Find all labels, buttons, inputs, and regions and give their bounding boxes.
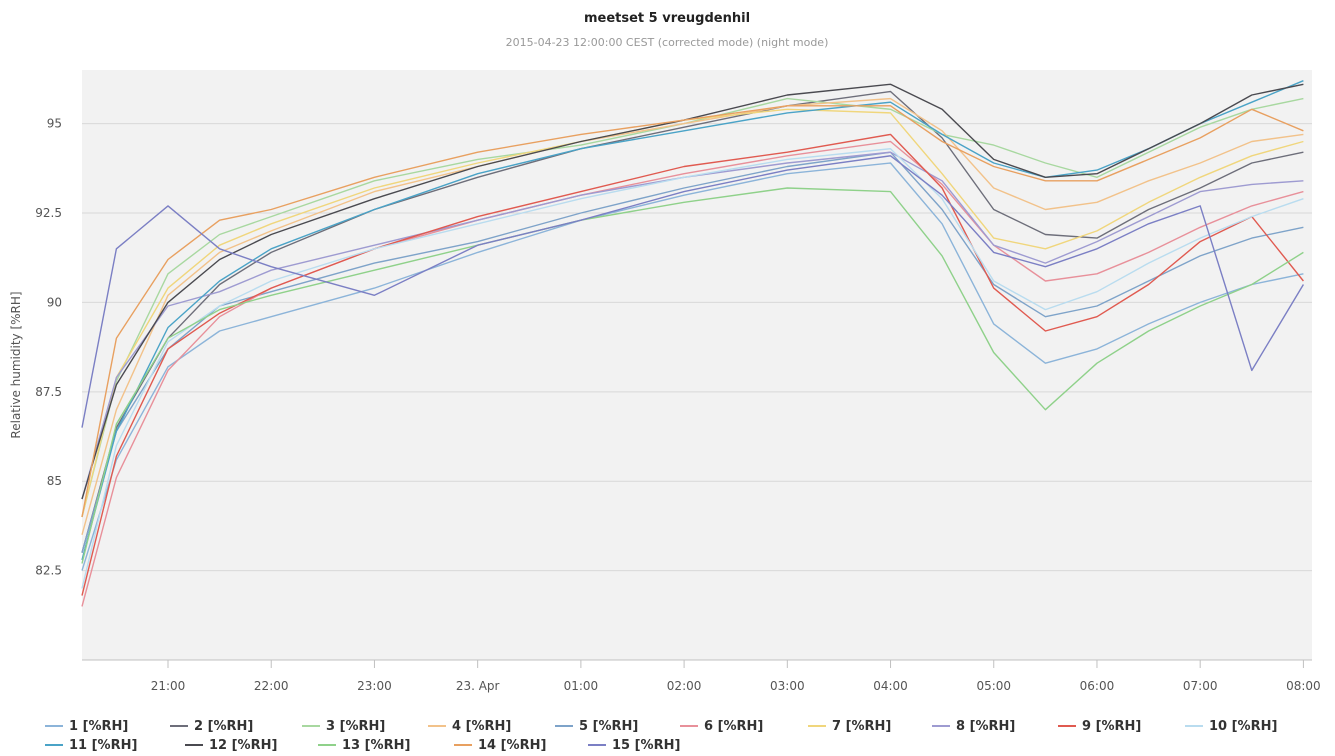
legend-label: 8 [%RH] [956, 718, 1016, 734]
y-tick-label: 90 [47, 295, 62, 309]
legend-swatch [454, 744, 472, 746]
series-line [81, 140, 1304, 607]
legend-swatch [45, 744, 63, 746]
x-tick-label: 07:00 [1183, 679, 1218, 693]
legend-item[interactable]: 4 [%RH] [428, 717, 511, 735]
chart-title: meetset 5 vreugdenhil [584, 11, 750, 26]
x-tick-label: 23:00 [357, 679, 392, 693]
legend-swatch [170, 725, 188, 727]
legend-label: 1 [%RH] [69, 718, 129, 734]
legend-item[interactable]: 12 [%RH] [185, 736, 277, 754]
legend-label: 4 [%RH] [452, 718, 512, 734]
legend-label: 2 [%RH] [194, 718, 254, 734]
series-line [81, 147, 1304, 589]
legend-label: 15 [%RH] [612, 737, 681, 753]
series-line [81, 108, 1304, 518]
series-lines [81, 80, 1305, 607]
legend-swatch [185, 744, 203, 746]
gridlines [82, 123, 1312, 572]
series-line [81, 187, 1304, 564]
y-tick-label: 82.5 [35, 564, 62, 578]
y-axis-label: Relative humidity [%RH] [9, 291, 23, 438]
series-line [81, 97, 1304, 518]
x-tick-label: 06:00 [1080, 679, 1115, 693]
x-tick-label: 04:00 [873, 679, 908, 693]
legend-row: 1 [%RH] 2 [%RH] 3 [%RH] 4 [%RH] 5 [%RH] 6 [%R… [0, 717, 1335, 735]
legend-item[interactable]: 13 [%RH] [318, 736, 410, 754]
legend-swatch [808, 725, 826, 727]
legend-item[interactable]: 6 [%RH] [680, 717, 763, 735]
chart-subtitle: 2015-04-23 12:00:00 CEST (corrected mode… [506, 36, 829, 49]
legend-label: 10 [%RH] [1209, 718, 1278, 734]
legend-label: 11 [%RH] [69, 737, 138, 753]
legend-item[interactable]: 2 [%RH] [170, 717, 253, 735]
legend-item[interactable]: 11 [%RH] [45, 736, 137, 754]
series-line [81, 162, 1304, 571]
legend-label: 5 [%RH] [579, 718, 639, 734]
legend-label: 3 [%RH] [326, 718, 386, 734]
legend-label: 6 [%RH] [704, 718, 764, 734]
legend-item[interactable]: 7 [%RH] [808, 717, 891, 735]
legend-item[interactable]: 15 [%RH] [588, 736, 680, 754]
legend-swatch [932, 725, 950, 727]
legend-item[interactable]: 1 [%RH] [45, 717, 128, 735]
legend-item[interactable]: 5 [%RH] [555, 717, 638, 735]
x-axis-ticks: 21:00 22:00 23:00 23. Apr 01:00 02:00 03:00 04:… [151, 660, 1321, 693]
legend-item[interactable]: 14 [%RH] [454, 736, 546, 754]
x-tick-label: 03:00 [770, 679, 805, 693]
legend-swatch [588, 744, 606, 746]
legend-item[interactable]: 10 [%RH] [1185, 717, 1277, 735]
x-tick-label: 05:00 [976, 679, 1011, 693]
legend-swatch [318, 744, 336, 746]
y-tick-label: 87.5 [35, 385, 62, 399]
series-line [81, 105, 1304, 518]
legend-label: 14 [%RH] [478, 737, 547, 753]
legend-swatch [555, 725, 573, 727]
legend-swatch [1185, 725, 1203, 727]
x-tick-label: 02:00 [667, 679, 702, 693]
series-line [81, 133, 1304, 596]
legend-swatch [302, 725, 320, 727]
y-tick-label: 92.5 [35, 206, 62, 220]
legend-item[interactable]: 8 [%RH] [932, 717, 1015, 735]
x-tick-label: 22:00 [254, 679, 289, 693]
legend-row: 11 [%RH] 12 [%RH] 13 [%RH] 14 [%RH] 15 [%RH] [0, 736, 1335, 754]
x-tick-label: 23. Apr [456, 679, 500, 693]
x-tick-label: 08:00 [1286, 679, 1321, 693]
legend-swatch [1058, 725, 1076, 727]
legend-label: 9 [%RH] [1082, 718, 1142, 734]
legend-item[interactable]: 3 [%RH] [302, 717, 385, 735]
y-tick-label: 85 [47, 474, 62, 488]
y-tick-label: 95 [47, 117, 62, 131]
legend-label: 12 [%RH] [209, 737, 278, 753]
x-tick-label: 21:00 [151, 679, 186, 693]
y-axis-ticks: 82.5 85 87.5 90 92.5 95 [35, 117, 62, 578]
legend-swatch [680, 725, 698, 727]
x-tick-label: 01:00 [564, 679, 599, 693]
series-line [81, 83, 1304, 500]
series-line [81, 155, 1305, 428]
legend-item[interactable]: 9 [%RH] [1058, 717, 1141, 735]
legend-label: 7 [%RH] [832, 718, 892, 734]
legend-swatch [428, 725, 446, 727]
legend-label: 13 [%RH] [342, 737, 411, 753]
legend-swatch [45, 725, 63, 727]
series-line [81, 151, 1304, 500]
